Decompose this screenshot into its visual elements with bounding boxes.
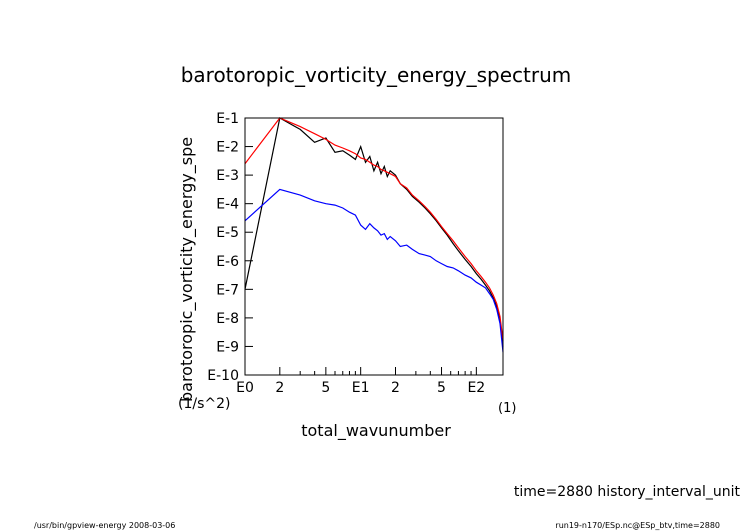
x-tick-label: 2	[275, 380, 284, 396]
series-line-2	[244, 117, 504, 341]
time-label: time=2880 history_interval_unit	[514, 484, 741, 500]
y-tick-label: E-3	[216, 168, 239, 184]
series-layer	[244, 117, 504, 353]
x-tick-label: E0	[236, 380, 254, 396]
x-ticks: E0 2 5 E1 2 5 E2	[236, 367, 485, 396]
y-ticks: E-1 E-2 E-3 E-4 E-5 E-6 E-7 E-8 E-9 E-10	[207, 111, 253, 384]
x-tick-label: 5	[437, 380, 446, 396]
y-axis-label-group: barotoropic_vorticity_energy_spe	[177, 137, 197, 402]
x-tick-label: E2	[467, 380, 485, 396]
y-tick-label: E-2	[216, 140, 239, 156]
y-tick-label: E-6	[216, 254, 239, 270]
x-axis-unit: (1)	[498, 401, 516, 416]
x-tick-label: 2	[391, 380, 400, 396]
y-tick-label: E-5	[216, 225, 239, 241]
y-axis-unit: (1/s^2)	[178, 396, 230, 412]
footer-left: /usr/bin/gpview-energy 2008-03-06	[34, 521, 175, 530]
y-tick-label: E-8	[216, 311, 239, 327]
y-tick-label: E-7	[216, 282, 239, 298]
y-tick-label: E-1	[216, 111, 239, 127]
plot-area: E0 2 5 E1 2 5 E2 E-1E-2E-3E-4E-5E-6E-7E-8E-9E-…	[207, 111, 504, 396]
y-axis-label: barotoropic_vorticity_energy_spe	[177, 137, 197, 402]
plot-frame	[244, 117, 504, 376]
x-axis-label: total_wavunumber	[301, 421, 451, 441]
x-tick-label: 5	[321, 380, 330, 396]
chart-title: barotoropic_vorticity_energy_spectrum	[181, 63, 572, 87]
x-tick-label: E1	[352, 380, 370, 396]
series-line-3	[244, 188, 504, 353]
y-tick-label: E-4	[216, 197, 239, 213]
y-tick-label: E-9	[216, 339, 239, 355]
series-line-1	[244, 117, 504, 347]
footer-right: run19-n170/ESp.nc@ESp_btv,time=2880	[555, 521, 720, 530]
y-tick-label: E-10	[207, 368, 239, 384]
